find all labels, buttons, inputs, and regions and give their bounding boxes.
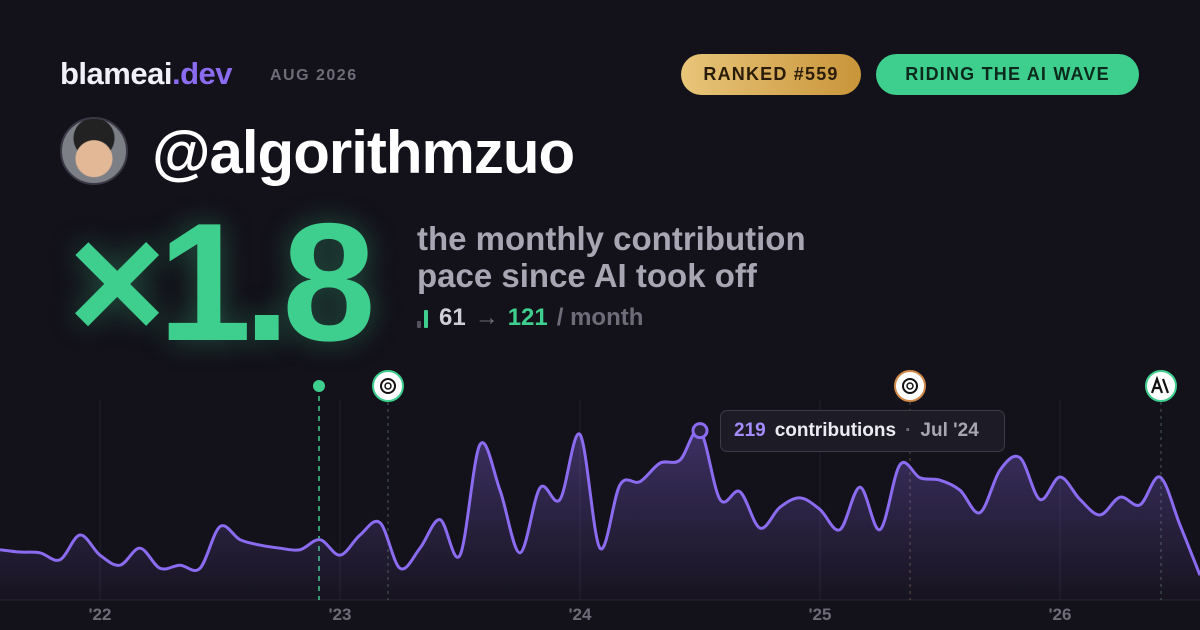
handle: @algorithmzuo <box>152 119 575 186</box>
brand: blameai.dev <box>60 56 232 92</box>
x-tick-label: '25 <box>809 605 832 624</box>
description: pace since AI took off <box>417 257 757 294</box>
line <box>0 428 1200 576</box>
brand-name: blameai <box>60 56 172 91</box>
pace-arrow: → <box>474 304 499 331</box>
x-tick-label: '24 <box>569 605 592 624</box>
event-icon <box>894 370 926 402</box>
brand-suffix: .dev <box>171 56 233 91</box>
event-icon <box>372 370 404 402</box>
period: AUG 2026 <box>270 67 358 84</box>
rank-badge: RANKED #559 <box>681 54 861 95</box>
highlight-point <box>691 422 709 440</box>
pace-before: 61 <box>439 304 466 331</box>
x-tick-label: '26 <box>1049 605 1072 624</box>
tooltip-separator: · <box>905 420 912 441</box>
x-tick-label: '22 <box>89 605 112 624</box>
event-icon <box>1145 370 1177 402</box>
pace: 61 → 121 / month <box>417 304 643 332</box>
pace-icon <box>417 308 428 328</box>
tooltip-value: 219 <box>734 420 766 441</box>
pace-unit: / month <box>556 304 644 331</box>
avatar <box>60 117 128 185</box>
x-tick-label: '23 <box>329 605 352 624</box>
area <box>0 429 1200 600</box>
description: the monthly contribution <box>417 220 806 257</box>
tooltip: 219 contributions · Jul '24 <box>720 410 1005 452</box>
status-badge: RIDING THE AI WAVE <box>876 54 1139 95</box>
tooltip-date: Jul '24 <box>920 420 979 441</box>
multiplier: ×1.8 <box>68 188 376 376</box>
tooltip-label: contributions <box>774 420 897 441</box>
pace-after: 121 <box>507 304 548 331</box>
event-dot <box>313 380 325 392</box>
